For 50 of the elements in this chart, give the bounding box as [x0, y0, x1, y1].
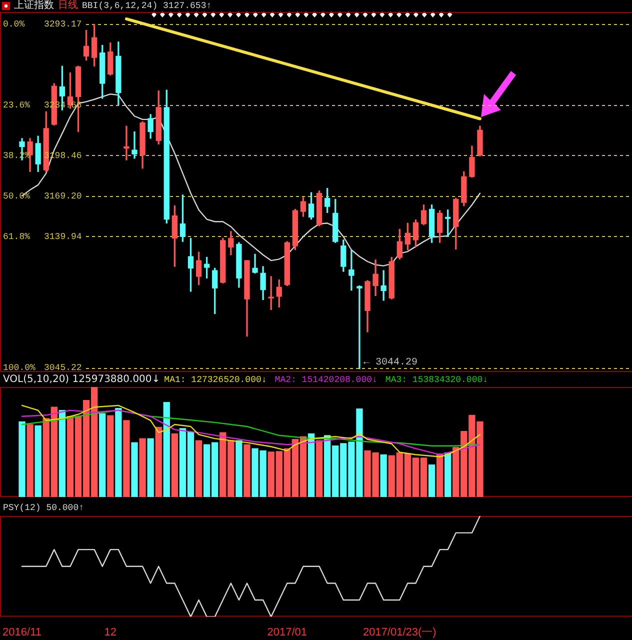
text: PSY(12) 50.000↑ [3, 503, 84, 513]
chart-subtitle: 日线 [58, 0, 78, 11]
bar [236, 440, 242, 497]
text: MA1: 127326520.000↓ [164, 375, 267, 385]
bar [58, 410, 66, 497]
bar [316, 440, 323, 497]
bar [308, 433, 315, 497]
y-tick-label: 3139.94 [44, 232, 82, 242]
bar [195, 440, 202, 497]
x-tick-label: 12 [104, 626, 117, 638]
bar [244, 444, 250, 497]
candlestick [124, 126, 130, 160]
candlestick [348, 250, 354, 291]
bar [131, 442, 138, 497]
bar [18, 421, 26, 497]
bar [444, 452, 452, 497]
bar [428, 464, 436, 497]
bar [26, 424, 34, 497]
bar [380, 454, 387, 497]
bar [123, 420, 130, 497]
y2-tick-label: 50.0% [3, 191, 31, 202]
bar [107, 415, 114, 497]
bar [99, 413, 106, 497]
y2-tick-label: 61.8% [3, 232, 31, 242]
x-tick-label: 2016/11 [2, 626, 42, 638]
x-tick-label: 2017/01/23(一) [362, 626, 436, 638]
text: BBI(3,6,12,24) 3127.653↑ [82, 1, 212, 11]
bar [34, 425, 42, 497]
y2-tick-label: 100.0% [3, 362, 36, 373]
candlestick [356, 285, 362, 370]
bar [115, 408, 122, 497]
annotation: ← 3044.29 [363, 357, 418, 368]
bar [139, 438, 146, 497]
text: MA2: 151420208.000↓ [274, 375, 378, 385]
chart-title: VOL(5,10,20) 125973880.000↓ [3, 374, 160, 385]
bar [155, 426, 162, 497]
chart-title: 上证指数 [14, 0, 54, 11]
y2-tick-label: 23.6% [3, 100, 31, 111]
y-tick-label: 3045.22 [44, 362, 82, 373]
x-tick-label: 2017/01 [267, 626, 308, 638]
bar [171, 433, 178, 497]
y2-tick-label: 0.0% [3, 20, 26, 30]
y-tick-label: 3293.17 [44, 20, 82, 30]
bar [147, 438, 154, 497]
y-tick-label: 3169.20 [44, 191, 82, 202]
bar [436, 454, 444, 497]
bar [163, 402, 170, 497]
text: MA3: 153834320.000↓ [385, 375, 488, 385]
candlestick [380, 270, 386, 301]
candlestick [132, 131, 138, 159]
